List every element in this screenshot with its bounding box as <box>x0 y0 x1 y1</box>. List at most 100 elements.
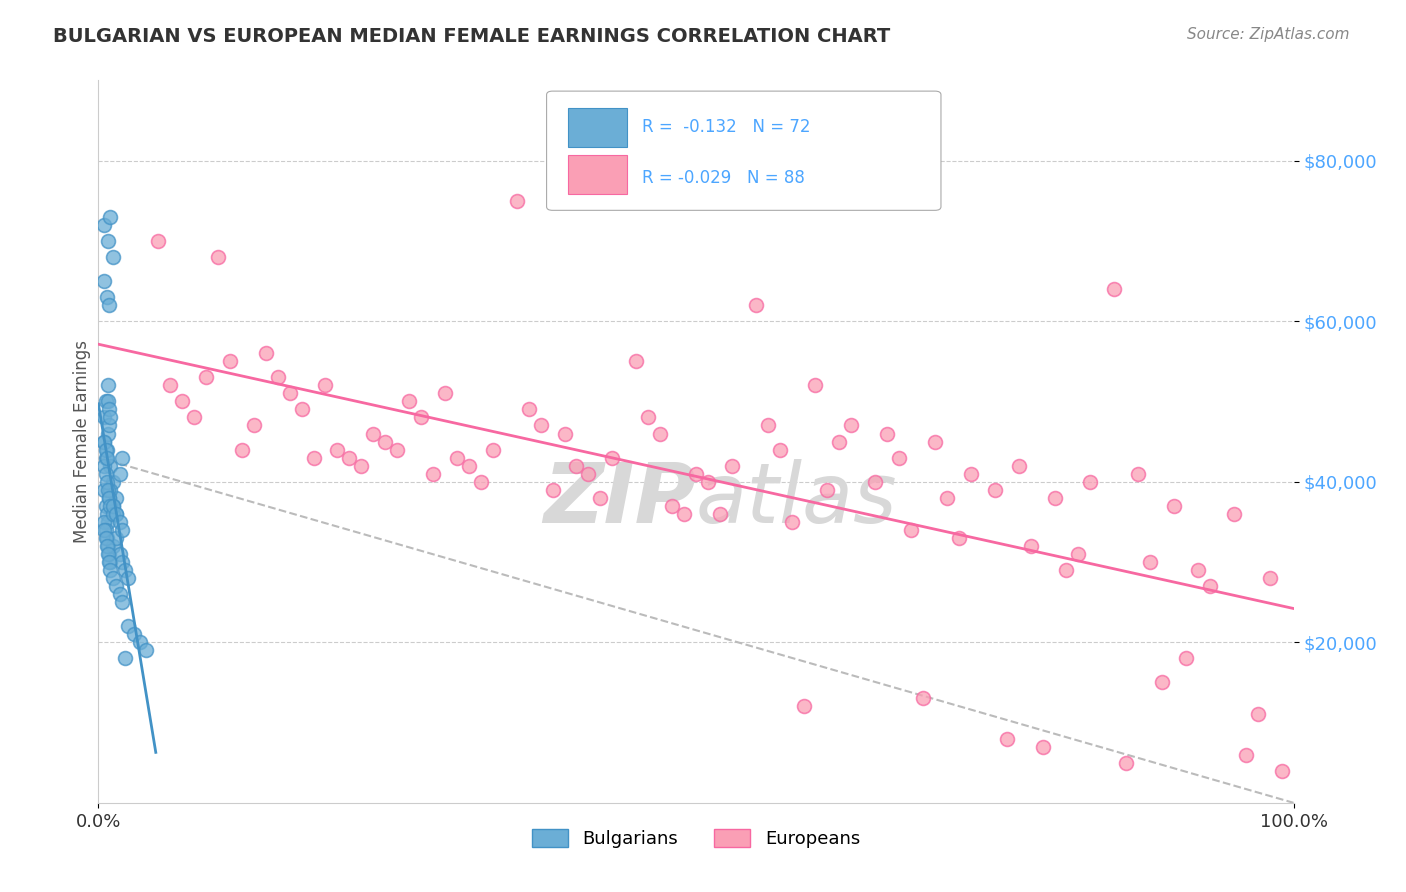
Point <box>98 555 121 569</box>
Point <box>97 394 120 409</box>
Point <box>93 274 115 288</box>
Point <box>745 298 768 312</box>
Point <box>661 499 683 513</box>
Point <box>1115 756 1137 770</box>
Point <box>948 531 970 545</box>
Point <box>108 547 131 561</box>
Point <box>1163 499 1185 513</box>
Point <box>124 627 146 641</box>
Point <box>105 507 128 521</box>
Point <box>1152 675 1174 690</box>
Point <box>530 418 553 433</box>
Point <box>1175 651 1198 665</box>
Point <box>602 450 624 465</box>
Point <box>470 475 492 489</box>
Y-axis label: Median Female Earnings: Median Female Earnings <box>73 340 91 543</box>
Point <box>589 491 612 505</box>
Point <box>111 450 134 465</box>
Point <box>105 491 128 505</box>
Point <box>101 539 124 553</box>
Point <box>148 234 170 248</box>
Point <box>97 426 120 441</box>
Point <box>828 434 851 449</box>
Point <box>889 450 911 465</box>
Point <box>114 563 136 577</box>
Point <box>101 499 124 513</box>
Point <box>94 531 117 545</box>
Point <box>98 210 122 224</box>
Point <box>1104 282 1126 296</box>
Text: R =  -0.132   N = 72: R = -0.132 N = 72 <box>643 119 811 136</box>
Point <box>96 531 118 545</box>
Point <box>105 507 128 521</box>
Point <box>243 418 266 433</box>
Point <box>94 450 117 465</box>
Point <box>159 378 181 392</box>
Point <box>385 442 409 457</box>
Point <box>111 555 134 569</box>
Point <box>97 378 120 392</box>
Point <box>721 458 744 473</box>
Legend: Bulgarians, Europeans: Bulgarians, Europeans <box>524 822 868 855</box>
Point <box>291 402 314 417</box>
Point <box>995 731 1018 746</box>
Point <box>815 483 838 497</box>
Point <box>98 410 122 425</box>
Point <box>97 547 120 561</box>
Point <box>96 507 118 521</box>
Point <box>93 483 115 497</box>
Point <box>98 418 121 433</box>
Point <box>96 475 118 489</box>
Text: Source: ZipAtlas.com: Source: ZipAtlas.com <box>1187 27 1350 42</box>
Text: BULGARIAN VS EUROPEAN MEDIAN FEMALE EARNINGS CORRELATION CHART: BULGARIAN VS EUROPEAN MEDIAN FEMALE EARN… <box>53 27 890 45</box>
Point <box>108 587 131 601</box>
Point <box>114 651 136 665</box>
Point <box>339 450 361 465</box>
Point <box>780 515 803 529</box>
Point <box>105 531 128 545</box>
Point <box>756 418 779 433</box>
Point <box>709 507 731 521</box>
Point <box>129 635 152 649</box>
Point <box>94 394 117 409</box>
FancyBboxPatch shape <box>568 108 627 147</box>
Point <box>96 539 118 553</box>
Point <box>183 410 205 425</box>
Point <box>1247 707 1270 722</box>
Point <box>98 458 122 473</box>
Point <box>98 555 122 569</box>
Point <box>93 434 115 449</box>
Point <box>111 523 134 537</box>
Point <box>93 515 115 529</box>
Point <box>94 442 117 457</box>
Point <box>172 394 194 409</box>
Point <box>101 507 124 521</box>
Point <box>1187 563 1209 577</box>
Point <box>1223 507 1246 521</box>
Point <box>1008 458 1031 473</box>
Point <box>219 354 242 368</box>
Point <box>98 563 122 577</box>
Point <box>637 410 659 425</box>
FancyBboxPatch shape <box>547 91 941 211</box>
Point <box>458 458 481 473</box>
Point <box>673 507 696 521</box>
Point <box>541 483 564 497</box>
Point <box>195 370 218 384</box>
Point <box>434 386 457 401</box>
Point <box>804 378 827 392</box>
Point <box>117 619 139 633</box>
Point <box>231 442 253 457</box>
Point <box>841 418 863 433</box>
Point <box>626 354 648 368</box>
Point <box>936 491 959 505</box>
Point <box>96 290 118 304</box>
Point <box>94 523 117 537</box>
Point <box>97 515 120 529</box>
Point <box>97 234 120 248</box>
Point <box>1043 491 1066 505</box>
Point <box>101 571 124 585</box>
Point <box>98 298 121 312</box>
Point <box>117 571 139 585</box>
Point <box>984 483 1007 497</box>
